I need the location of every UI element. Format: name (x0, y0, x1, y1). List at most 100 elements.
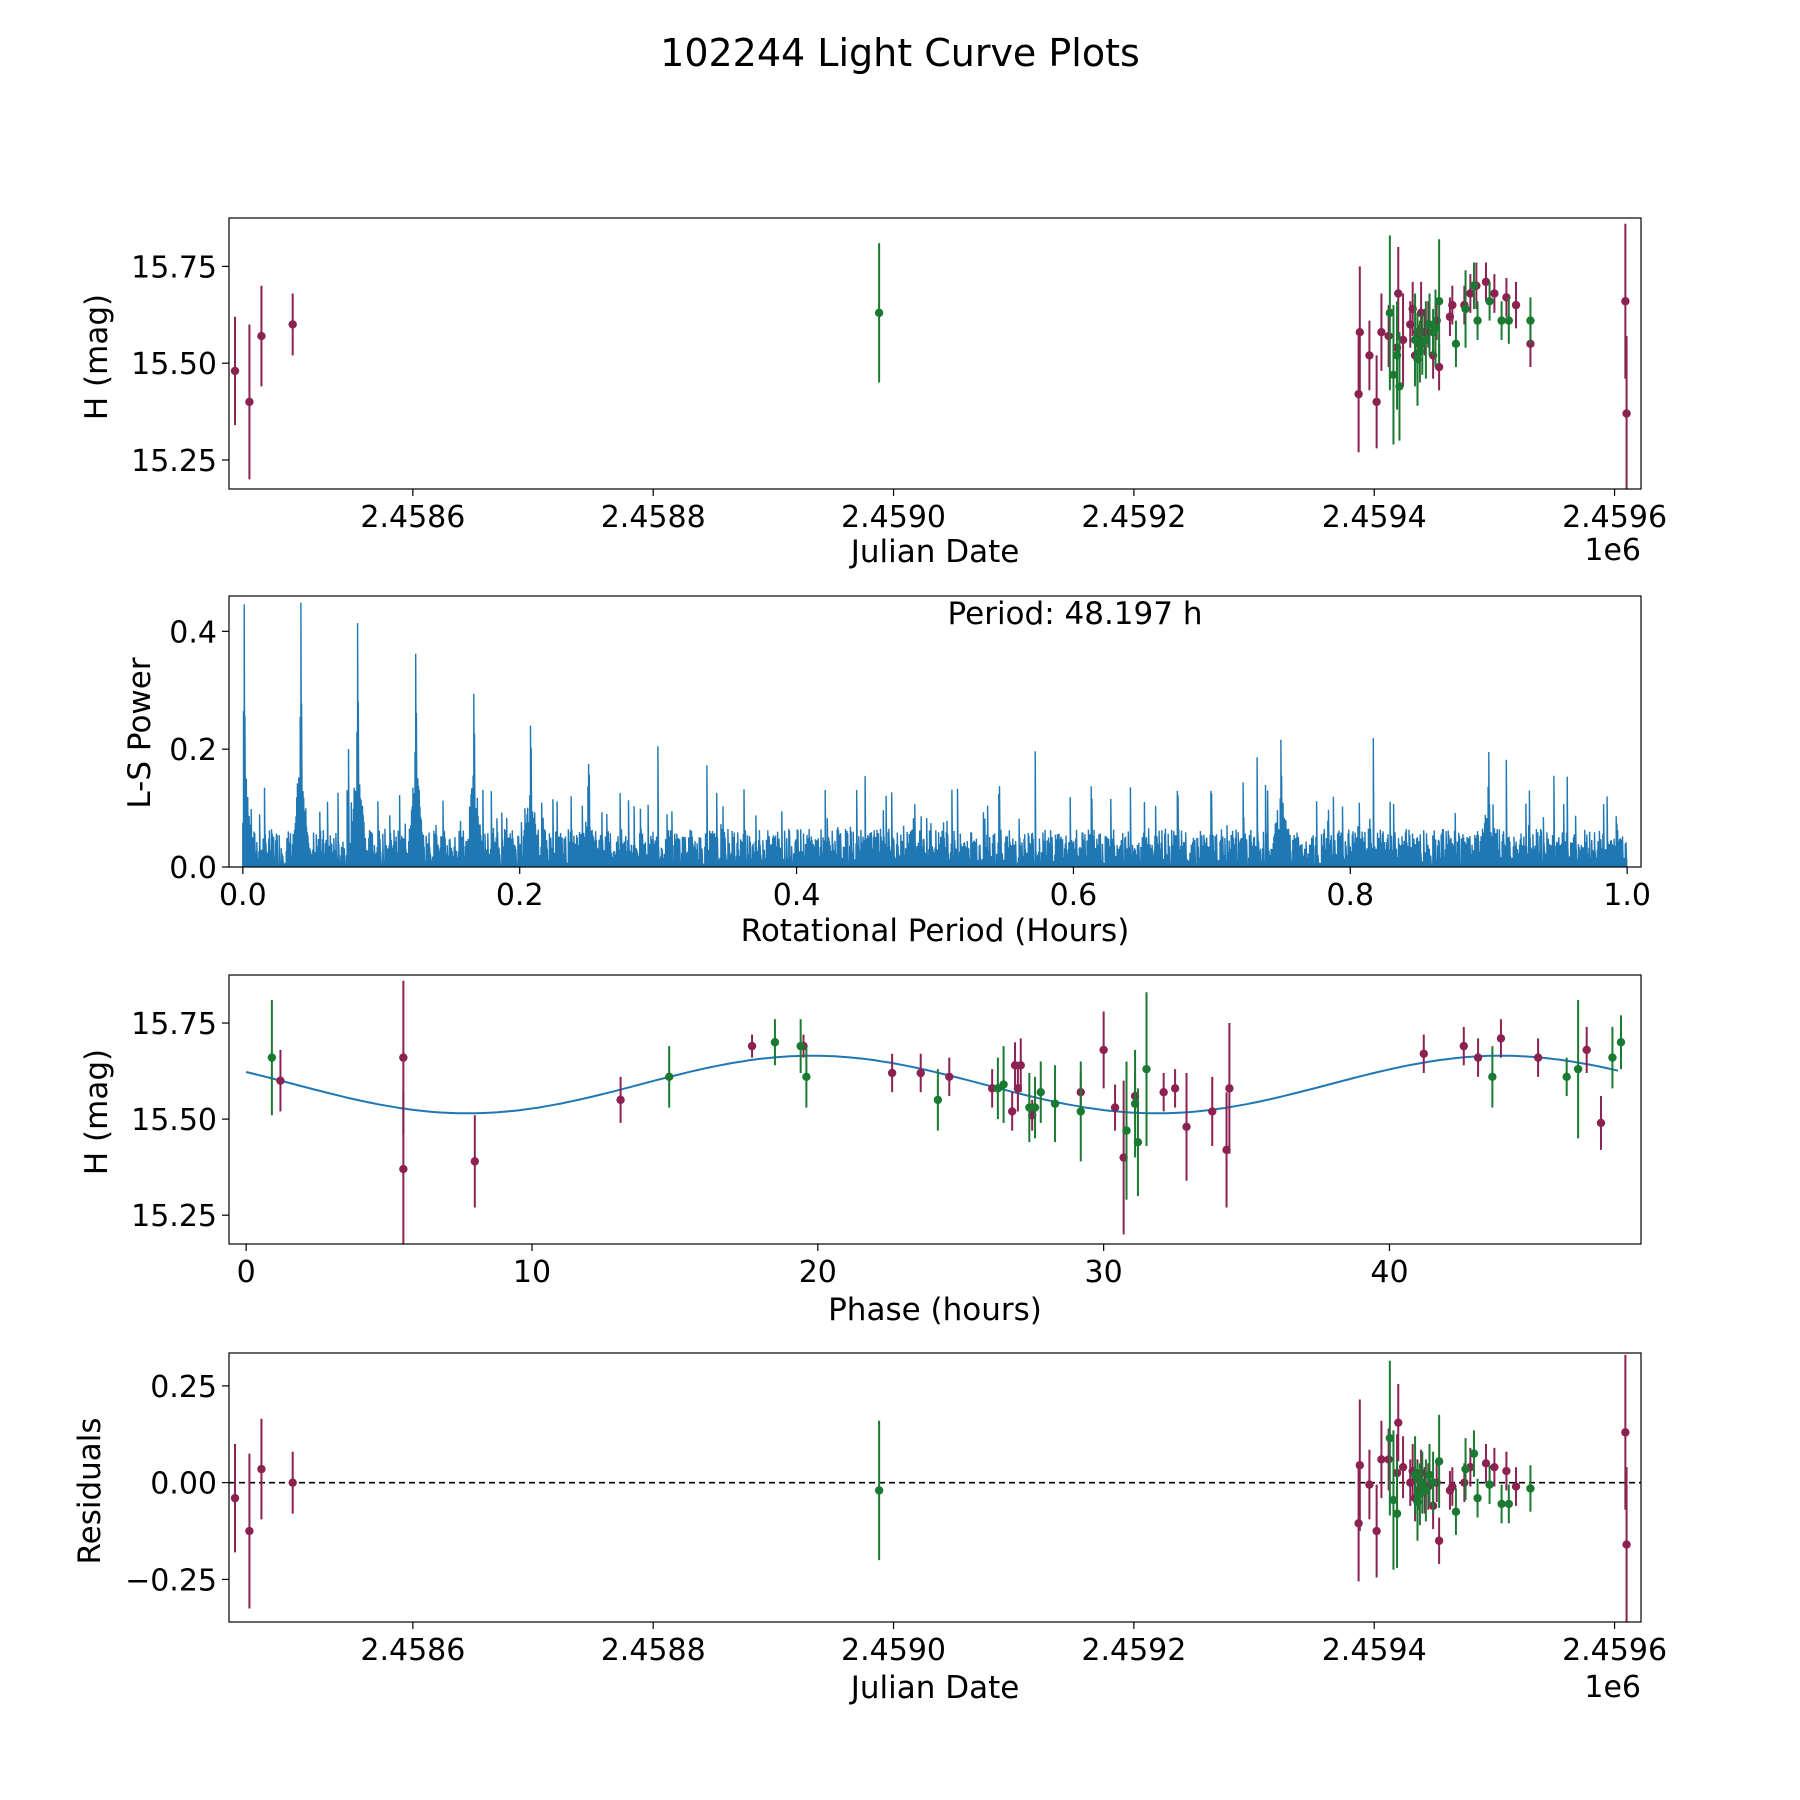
phased-curve-data-point (1170, 1084, 1180, 1093)
lightcurve-data-point (1421, 335, 1431, 345)
lightcurve-x-tick-label: 2.4596 (1562, 500, 1667, 535)
phased-curve-data-point (1076, 1107, 1085, 1116)
phased-curve-data-point (770, 1038, 780, 1047)
phased-curve-data-point (1110, 1103, 1120, 1112)
lightcurve-data-point (1511, 300, 1521, 310)
periodogram-y-tick-label: 0.2 (169, 733, 217, 768)
phased-curve-data-point (1225, 1084, 1234, 1093)
residuals-data-point (1434, 1457, 1444, 1466)
lightcurve-data-point (1497, 316, 1506, 325)
residuals-data-point (1389, 1495, 1398, 1505)
residuals-plot-area (229, 1354, 1641, 1622)
phased-curve-x-tick-label: 20 (799, 1255, 837, 1290)
lightcurve-y-label: H (mag) (79, 294, 115, 420)
lightcurve-data-point (874, 308, 884, 318)
lightcurve-data-point (1621, 297, 1630, 306)
periodogram-x-tick-label: 0.4 (773, 878, 821, 913)
residuals-data-point (1448, 1482, 1457, 1491)
residuals-x-tick-label: 2.4588 (601, 1633, 706, 1668)
residuals-data-point (1365, 1480, 1374, 1489)
phased-curve-data-point (470, 1157, 480, 1166)
lightcurve-panel: Julian Date H (mag) 1e6 2.4586 2.4588 2.45… (79, 217, 1667, 570)
lightcurve-x-tick-label: 2.4594 (1322, 500, 1427, 535)
residuals-data-point (1354, 1519, 1363, 1528)
phased-curve-data-point (276, 1076, 285, 1085)
periodogram-x-tick-label: 0.8 (1326, 878, 1374, 913)
lightcurve-data-point (245, 397, 254, 407)
residuals-data-point (1421, 1486, 1431, 1495)
phased-curve-data-point (1562, 1072, 1571, 1082)
residuals-data-point (1473, 1493, 1482, 1503)
lightcurve-y-tick-label: 15.50 (131, 347, 217, 382)
periodogram-plot-area (242, 602, 1628, 867)
phased-curve-data-point (399, 1164, 408, 1174)
residuals-data-point (1434, 1536, 1444, 1545)
periodogram-x-tick-label: 0.0 (219, 878, 267, 913)
residuals-panel: Julian Date Residuals 1e6 2.4586 2.4588 2.… (72, 1352, 1667, 1706)
phased-curve-data-point (1030, 1103, 1040, 1112)
residuals-data-point (1428, 1478, 1438, 1487)
phased-curve-data-point (1007, 1107, 1017, 1116)
phased-curve-data-point (1036, 1088, 1045, 1097)
figure-title: 102244 Light Curve Plots (660, 31, 1140, 75)
phased-curve-data-point (1573, 1064, 1583, 1074)
lightcurve-x-tick-label: 2.4592 (1081, 500, 1186, 535)
lightcurve-data-point (1384, 331, 1393, 341)
residuals-data-point (1497, 1499, 1506, 1509)
lightcurve-data-point (1481, 277, 1491, 287)
phased-curve-data-point (1616, 1038, 1626, 1047)
phased-curve-axes-frame (228, 974, 1642, 1245)
periodogram-y-tick-label: 0.0 (169, 851, 217, 886)
phased-curve-plot-area (245, 980, 1626, 1244)
lightcurve-x-tick-label: 2.4586 (360, 500, 465, 535)
phased-curve-data-point (399, 1053, 408, 1062)
period-annotation: Period: 48.197 h (948, 596, 1203, 632)
phased-curve-data-point (916, 1068, 925, 1078)
phased-curve-data-point (664, 1072, 674, 1082)
periodogram-x-label: Rotational Period (Hours) (741, 913, 1130, 949)
phased-curve-data-point (1533, 1053, 1543, 1062)
residuals-data-point (1622, 1540, 1631, 1549)
lightcurve-data-point (1395, 382, 1404, 391)
lightcurve-plot-area (230, 223, 1631, 489)
lightcurve-data-point (1385, 308, 1395, 318)
phased-curve-x-tick-label: 40 (1370, 1255, 1408, 1290)
lightcurve-data-point (1469, 281, 1479, 290)
periodogram-x-tick-label: 1.0 (1603, 878, 1651, 913)
residuals-data-point (1384, 1455, 1393, 1464)
residuals-data-point (257, 1464, 266, 1474)
phased-curve-data-point (796, 1041, 805, 1051)
phased-curve-data-point (1473, 1053, 1483, 1062)
phased-curve-data-point (1582, 1045, 1591, 1055)
lightcurve-offset-label: 1e6 (1584, 533, 1641, 568)
residuals-data-point (1394, 1418, 1403, 1427)
phased-curve-data-point (1419, 1049, 1428, 1058)
residuals-y-label: Residuals (72, 1417, 108, 1564)
lightcurve-data-point (1431, 324, 1440, 333)
lightcurve-y-tick-label: 15.25 (131, 444, 217, 479)
residuals-y-tick-label: 0.25 (150, 1370, 217, 1405)
residuals-data-point (1469, 1449, 1479, 1458)
lightcurve-data-point (1490, 289, 1499, 298)
lightcurve-data-point (1434, 297, 1444, 306)
phased-curve-data-point (747, 1041, 757, 1051)
lightcurve-data-point (1526, 316, 1535, 325)
phased-curve-data-point (1608, 1053, 1617, 1062)
lightcurve-data-point (1394, 289, 1403, 298)
lightcurve-data-point (1398, 335, 1408, 345)
phased-curve-data-point (1099, 1045, 1108, 1055)
residuals-data-point (1621, 1428, 1630, 1437)
residuals-data-point (1398, 1462, 1408, 1472)
lightcurve-data-point (1504, 316, 1514, 325)
model-curve (245, 1054, 1619, 1115)
periodogram-y-tick-label: 0.4 (169, 615, 217, 650)
residuals-data-point (1511, 1482, 1521, 1491)
residuals-y-tick-label: −0.25 (125, 1563, 217, 1598)
residuals-data-point (1481, 1459, 1491, 1468)
residuals-data-point (1425, 1470, 1434, 1480)
phased-curve-y-tick-label: 15.75 (131, 1007, 217, 1042)
lightcurve-data-point (1355, 328, 1365, 337)
residuals-data-point (230, 1493, 240, 1503)
phased-curve-data-point (887, 1068, 897, 1078)
residuals-data-point (288, 1478, 297, 1487)
